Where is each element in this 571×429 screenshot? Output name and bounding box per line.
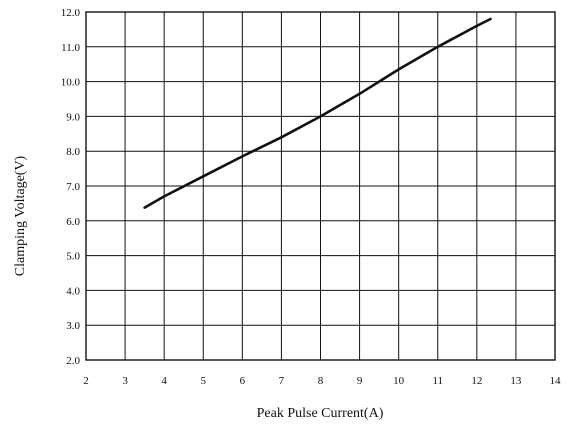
grid-lines <box>85 11 556 361</box>
plot-frame <box>85 11 556 361</box>
x-tick-label-12: 14 <box>550 375 562 387</box>
x-tick-label-8: 10 <box>393 375 405 387</box>
y-tick-label-1: 3.0 <box>66 320 80 332</box>
x-tick-label-1: 3 <box>122 375 128 387</box>
x-tick-label-9: 11 <box>432 375 443 387</box>
y-tick-label-7: 9.0 <box>66 111 80 123</box>
x-tick-label-4: 6 <box>240 375 246 387</box>
y-tick-label-5: 7.0 <box>66 181 80 193</box>
x-tick-labels: 2 3 4 5 6 7 8 9 10 11 12 13 14 <box>83 375 561 387</box>
y-tick-label-3: 5.0 <box>66 251 80 263</box>
x-tick-label-6: 8 <box>318 375 324 387</box>
x-tick-label-11: 13 <box>510 375 522 387</box>
y-tick-label-10: 12.0 <box>61 7 81 19</box>
x-tick-label-2: 4 <box>161 375 167 387</box>
y-tick-label-8: 10.0 <box>61 77 81 89</box>
y-tick-label-9: 11.0 <box>61 42 80 54</box>
x-tick-label-3: 5 <box>201 375 207 387</box>
y-axis-label: Clamping Voltage(V) <box>13 155 28 276</box>
y-tick-label-4: 6.0 <box>66 216 80 228</box>
y-tick-label-0: 2.0 <box>66 355 80 367</box>
y-tick-labels: 2.0 3.0 4.0 5.0 6.0 7.0 8.0 9.0 10.0 11.0 12.0 <box>61 7 81 367</box>
x-axis-label: Peak Pulse Current(A) <box>257 406 384 421</box>
y-tick-label-6: 8.0 <box>66 146 80 158</box>
x-tick-label-7: 9 <box>357 375 363 387</box>
x-tick-label-10: 12 <box>471 375 482 387</box>
x-tick-label-0: 2 <box>83 375 89 387</box>
series-line-clamping-voltage <box>143 17 492 209</box>
y-tick-label-2: 4.0 <box>66 285 80 297</box>
x-tick-label-5: 7 <box>279 375 285 387</box>
